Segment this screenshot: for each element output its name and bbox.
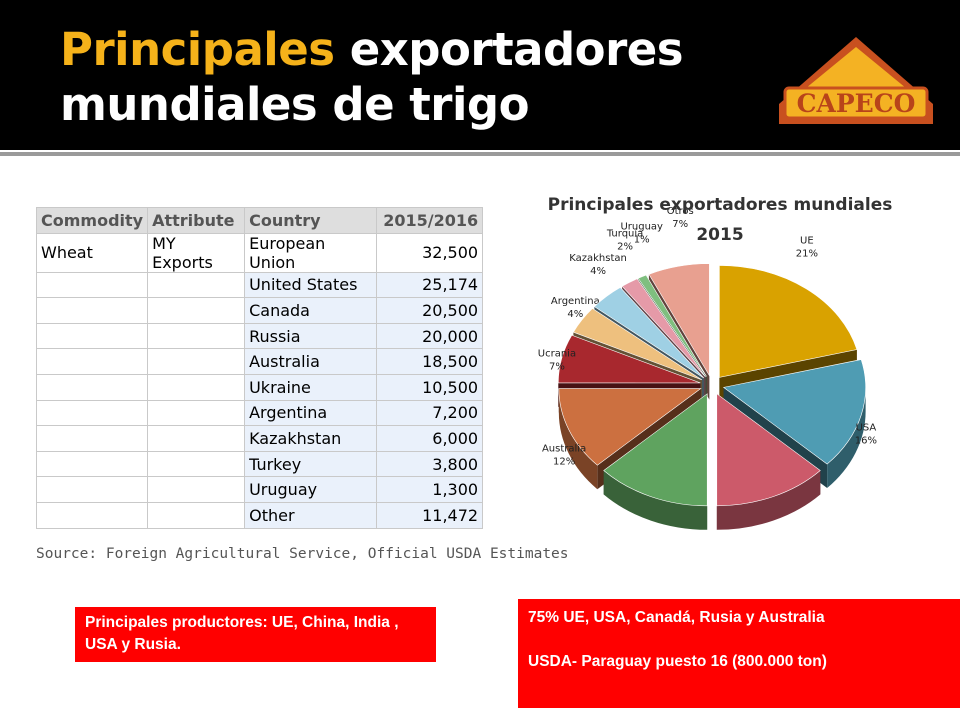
- cell-value: 11,472: [376, 501, 484, 529]
- logo-text: CAPECO: [797, 89, 916, 118]
- source-note: Source: Foreign Agricultural Service, Of…: [36, 546, 569, 562]
- title-rest: exportadores: [334, 23, 684, 76]
- cell-attribute: [147, 399, 246, 427]
- cell-attribute: [147, 297, 246, 324]
- pie-slice-kazakhstan: [593, 287, 705, 379]
- cell-attribute: MY Exports: [147, 232, 246, 273]
- cell-commodity: [35, 476, 149, 503]
- cell-commodity: [35, 322, 149, 350]
- producers-note: Principales productores: UE, China, Indi…: [75, 607, 436, 662]
- pie-label: Uruguay 1%: [620, 221, 663, 245]
- cell-country: Other: [244, 501, 378, 529]
- cell-commodity: [35, 297, 149, 324]
- cell-value: 6,000: [376, 425, 484, 452]
- pie-label: Ucrania 7%: [538, 348, 576, 372]
- table-header-row: Commodity Attribute Country 2015/2016: [35, 207, 484, 234]
- header-attribute: Attribute: [147, 207, 246, 234]
- pie-slice-uruguay: [637, 274, 707, 377]
- capeco-logo: CAPECO: [779, 37, 933, 124]
- table-row: Uruguay 1,300: [35, 476, 484, 503]
- summary-note: 75% UE, USA, Canadá, Rusia y Australia U…: [518, 599, 960, 708]
- cell-attribute: [147, 271, 246, 299]
- cell-attribute: [147, 373, 246, 401]
- pie-label: Australia 12%: [542, 444, 586, 468]
- cell-commodity: [35, 399, 149, 427]
- cell-country: Russia: [244, 322, 378, 350]
- pie-label: USA 16%: [855, 423, 877, 447]
- cell-commodity: Wheat: [35, 232, 149, 273]
- cell-value: 1,300: [376, 476, 484, 503]
- cell-commodity: [35, 271, 149, 299]
- cell-country: Canada: [244, 297, 378, 324]
- table-row: Canada 20,500: [35, 297, 484, 324]
- cell-country: United States: [244, 271, 378, 299]
- pie-label: Otros 7%: [667, 206, 694, 230]
- table-row: Kazakhstan 6,000: [35, 425, 484, 452]
- cell-commodity: [35, 450, 149, 478]
- pie-label: Kazakhstan 4%: [569, 253, 627, 277]
- table-row: Argentina 7,200: [35, 399, 484, 427]
- pie-svg: UE21%USA16%Canadá13%Rusia13%Australia12%…: [538, 206, 877, 530]
- header-year: 2015/2016: [376, 207, 484, 234]
- pie-slice-otros: [648, 263, 710, 377]
- table-row: United States 25,174: [35, 271, 484, 299]
- cell-attribute: [147, 476, 246, 503]
- pie-chart: UE21%USA16%Canadá13%Rusia13%Australia12%…: [480, 185, 960, 530]
- chart-title: Principales exportadores mundiales 2015: [480, 190, 960, 250]
- table-row: Other 11,472: [35, 501, 484, 529]
- cell-value: 7,200: [376, 399, 484, 427]
- pie-slice-rusia: [603, 393, 708, 507]
- cell-country: Uruguay: [244, 476, 378, 503]
- cell-country: Australia: [244, 348, 378, 375]
- title-highlight: Principales: [60, 23, 335, 76]
- cell-value: 25,174: [376, 271, 484, 299]
- cell-attribute: [147, 348, 246, 375]
- cell-country: European Union: [244, 232, 378, 273]
- cell-country: Argentina: [244, 399, 378, 427]
- header-bar: [0, 0, 960, 150]
- cell-country: Kazakhstan: [244, 425, 378, 452]
- cell-commodity: [35, 348, 149, 375]
- cell-commodity: [35, 425, 149, 452]
- cell-value: 20,500: [376, 297, 484, 324]
- pie-slice-argentina: [572, 308, 703, 381]
- summary-line2: USDA- Paraguay puesto 16 (800.000 ton): [528, 653, 827, 670]
- table-row: Australia 18,500: [35, 348, 484, 375]
- pie-slice-turquía: [621, 278, 706, 378]
- cell-country: Turkey: [244, 450, 378, 478]
- cell-value: 20,000: [376, 322, 484, 350]
- pie-slice-australia: [558, 388, 702, 466]
- page-title: Principales exportadores mundiales de tri…: [60, 22, 684, 132]
- pie-slice-ucrania: [557, 334, 701, 384]
- cell-attribute: [147, 425, 246, 452]
- header-commodity: Commodity: [35, 207, 149, 234]
- table-row: Turkey 3,800: [35, 450, 484, 478]
- cell-commodity: [35, 373, 149, 401]
- table-row: Ukraine 10,500: [35, 373, 484, 401]
- chart-title-line1: Principales exportadores mundiales: [547, 195, 893, 215]
- cell-value: 32,500: [376, 232, 484, 273]
- header-country: Country: [244, 207, 378, 234]
- cell-value: 18,500: [376, 348, 484, 375]
- pie-slice-canadá: [716, 393, 821, 507]
- pie-slice-ue: [719, 265, 858, 378]
- pie-slice-usa: [722, 359, 866, 465]
- table-row: Wheat MY Exports European Union 32,500: [35, 232, 484, 273]
- cell-attribute: [147, 322, 246, 350]
- cell-commodity: [35, 501, 149, 529]
- pie-label: UE 21%: [796, 235, 818, 259]
- header-divider: [0, 152, 960, 156]
- pie-label: Turquía 2%: [606, 228, 643, 253]
- cell-value: 10,500: [376, 373, 484, 401]
- chart-title-line2: 2015: [696, 225, 744, 245]
- cell-value: 3,800: [376, 450, 484, 478]
- table-row: Russia 20,000: [35, 322, 484, 350]
- summary-line1: 75% UE, USA, Canadá, Rusia y Australia: [528, 609, 825, 626]
- cell-country: Ukraine: [244, 373, 378, 401]
- cell-attribute: [147, 450, 246, 478]
- title-line2: mundiales de trigo: [60, 78, 530, 131]
- pie-label: Argentina 4%: [551, 296, 600, 320]
- exports-table: Commodity Attribute Country 2015/2016 Wh…: [35, 207, 484, 529]
- cell-attribute: [147, 501, 246, 529]
